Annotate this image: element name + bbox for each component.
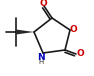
Text: H: H xyxy=(38,59,44,65)
Text: O: O xyxy=(39,0,47,9)
Polygon shape xyxy=(16,29,34,35)
Text: N: N xyxy=(37,54,45,62)
Text: O: O xyxy=(69,24,77,34)
Text: O: O xyxy=(76,49,84,59)
